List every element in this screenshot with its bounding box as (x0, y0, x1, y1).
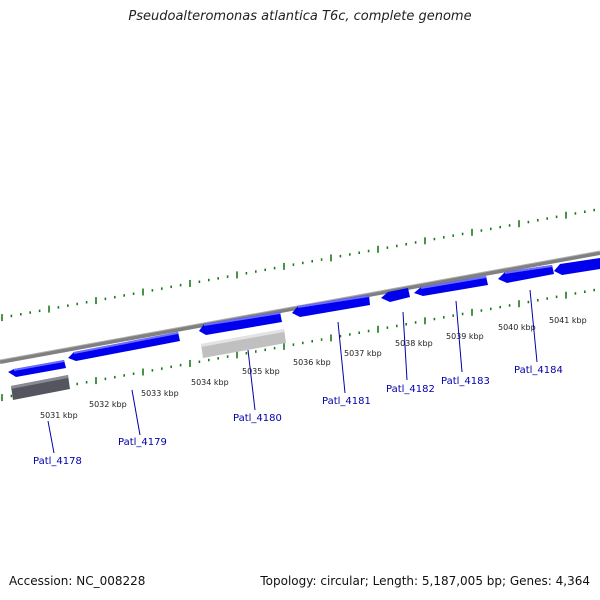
gene-highlight (505, 265, 552, 274)
scale-label: 5038 kbp (395, 339, 433, 348)
gene-label-patl-4183[interactable]: Patl_4183 (441, 376, 490, 387)
gene-labels: Patl_4178 Patl_4179 Patl_4180 Patl_4181 … (33, 289, 563, 467)
genome-backbone-highlight (0, 250, 600, 361)
scale-label: 5036 kbp (293, 358, 331, 367)
gene-label-patl-4181[interactable]: Patl_4181 (322, 396, 371, 407)
gene-arrow-next[interactable] (554, 258, 600, 275)
scale-label: 5040 kbp (498, 323, 536, 332)
scale-labels: 5031 kbp 5032 kbp 5033 kbp 5034 kbp 5035 kbp… (40, 316, 587, 420)
gene-arrow-4182[interactable] (381, 288, 410, 302)
outer-tick-ring (1, 208, 596, 322)
label-connector (47, 420, 55, 454)
gene-arrow-4181[interactable] (292, 295, 370, 317)
gene-track (8, 258, 600, 400)
accession-text: Accession: NC_008228 (9, 574, 146, 588)
gene-highlight (298, 295, 369, 308)
scale-label: 5034 kbp (191, 378, 229, 387)
gene-arrow-4180[interactable] (199, 312, 282, 335)
label-connector (337, 321, 346, 394)
grey-feature-light[interactable] (201, 329, 286, 358)
scale-label: 5033 kbp (141, 389, 179, 398)
label-connector (529, 289, 538, 363)
gene-arrow-4183[interactable] (414, 276, 488, 296)
gene-highlight (14, 360, 64, 371)
gene-arrow-4179[interactable] (68, 332, 180, 361)
grey-feature-highlight (11, 375, 68, 389)
grey-feature-dark[interactable] (11, 375, 70, 400)
gene-label-patl-4179[interactable]: Patl_4179 (118, 437, 167, 448)
gene-label-patl-4184[interactable]: Patl_4184 (514, 365, 563, 376)
scale-label: 5039 kbp (446, 332, 484, 341)
gene-label-patl-4178[interactable]: Patl_4178 (33, 456, 82, 467)
scale-label: 5031 kbp (40, 411, 78, 420)
genome-summary-text: Topology: circular; Length: 5,187,005 bp… (260, 574, 590, 588)
map-title: Pseudoalteromonas atlantica T6c, complet… (128, 9, 472, 24)
label-connector (247, 349, 256, 411)
gene-arrow-4184[interactable] (498, 265, 554, 283)
scale-label: 5035 kbp (242, 367, 280, 376)
scale-label: 5037 kbp (344, 349, 382, 358)
gene-label-patl-4182[interactable]: Patl_4182 (386, 384, 435, 395)
label-connector (402, 311, 408, 381)
grey-feature-highlight (201, 329, 284, 347)
label-connector (455, 300, 463, 373)
scale-label: 5032 kbp (89, 400, 127, 409)
gene-highlight (74, 332, 178, 354)
gene-highlight (204, 312, 280, 326)
gene-label-patl-4180[interactable]: Patl_4180 (233, 413, 282, 424)
gene-highlight (421, 276, 486, 289)
label-connector (131, 389, 141, 436)
scale-label: 5041 kbp (549, 316, 587, 325)
